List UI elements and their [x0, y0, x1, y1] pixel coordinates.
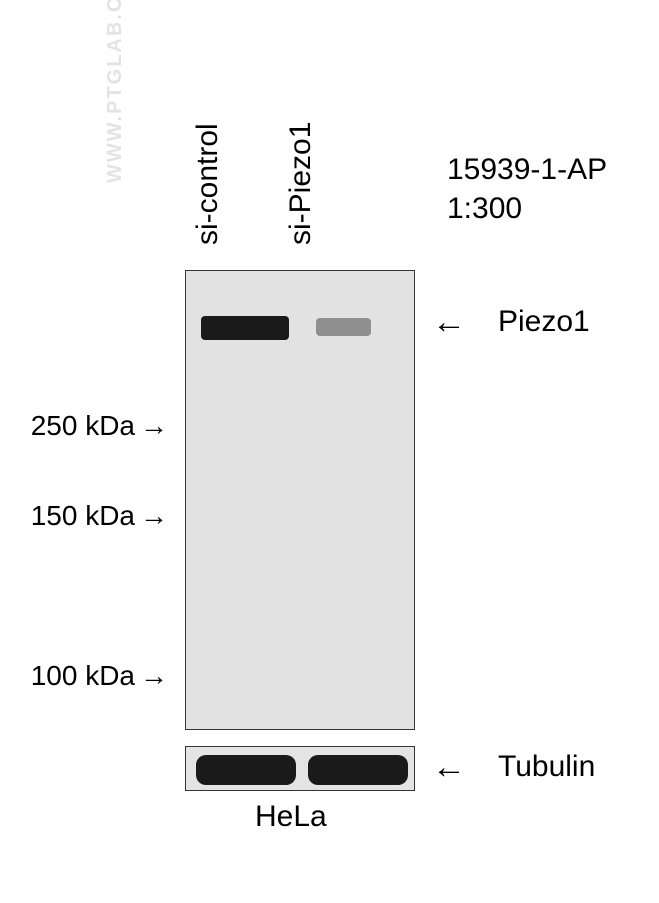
arrow-150-icon: → [140, 500, 168, 532]
arrow-250-icon: → [140, 410, 168, 442]
band-tubulin-knockdown [308, 755, 408, 785]
mw-150: 150 kDa [20, 500, 135, 532]
band-piezo1-knockdown [316, 318, 371, 336]
lane1-label: si-control [191, 123, 225, 245]
lane2-label: si-Piezo1 [284, 122, 318, 245]
arrow-100-icon: → [140, 660, 168, 692]
label-tubulin: Tubulin [498, 750, 595, 784]
antibody-catalog: 15939-1-AP [447, 150, 607, 189]
sample-label: HeLa [255, 800, 327, 834]
arrow-piezo-icon: ← [432, 303, 466, 342]
mw-100: 100 kDa [20, 660, 135, 692]
blot-main [185, 270, 415, 730]
band-piezo1-control [201, 316, 289, 340]
watermark-text: WWW.PTGLAB.COM [104, 0, 127, 183]
label-piezo1: Piezo1 [498, 305, 590, 339]
mw-250: 250 kDa [20, 410, 135, 442]
antibody-dilution: 1:300 [447, 189, 607, 228]
antibody-info: 15939-1-AP 1:300 [447, 150, 607, 228]
arrow-tubulin-icon: ← [432, 748, 466, 787]
blot-loading [185, 746, 415, 791]
band-tubulin-control [196, 755, 296, 785]
